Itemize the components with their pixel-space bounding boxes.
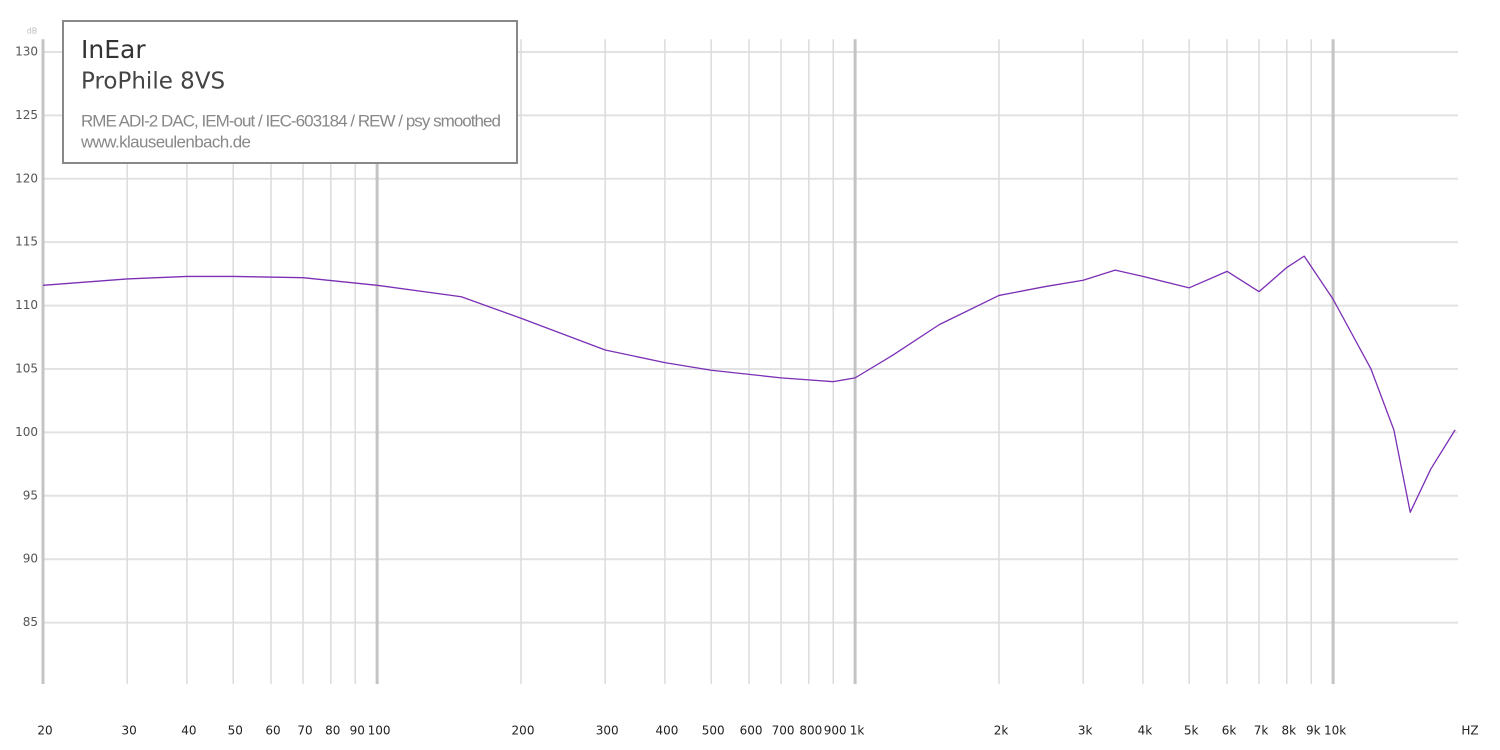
- y-tick-label: 125: [15, 108, 38, 122]
- x-tick-label: 10k: [1324, 724, 1346, 738]
- x-tick-label: 4k: [1138, 724, 1153, 738]
- x-tick-label: 700: [772, 724, 795, 738]
- x-tick-label: 500: [702, 724, 725, 738]
- x-tick-label: 30: [122, 724, 137, 738]
- x-tick-label: 60: [265, 724, 280, 738]
- chart-subtitle: ProPhile 8VS: [81, 69, 225, 95]
- x-tick-label: 6k: [1222, 724, 1237, 738]
- x-tick-label: 3k: [1078, 724, 1093, 738]
- x-axis-label: HZ: [1461, 724, 1478, 738]
- x-tick-label: 100: [368, 724, 391, 738]
- y-tick-label: 90: [23, 552, 38, 566]
- y-tick-label: 115: [15, 235, 38, 249]
- x-tick-label: 80: [325, 724, 340, 738]
- legend-box: [62, 20, 518, 164]
- x-tick-label: 800: [799, 724, 822, 738]
- x-tick-label: 90: [350, 724, 365, 738]
- y-tick-label: 120: [15, 171, 38, 185]
- y-tick-label: 130: [15, 44, 38, 58]
- x-tick-label: 50: [228, 724, 243, 738]
- plot: [42, 255, 1456, 513]
- chart-title: InEar: [81, 35, 146, 64]
- annotation: RME ADI-2 DAC, IEM-out / IEC-603184 / RE…: [81, 111, 501, 130]
- x-tick-label: 200: [512, 724, 535, 738]
- x-tick-label: 9k: [1306, 724, 1321, 738]
- annotation: www.klauseulenbach.de: [80, 132, 251, 151]
- x-tick-label: 5k: [1184, 724, 1199, 738]
- x-tick-label: 600: [740, 724, 763, 738]
- x-tick-label: 300: [596, 724, 619, 738]
- y-tick-label: 105: [15, 361, 38, 375]
- x-tick-label: 70: [297, 724, 312, 738]
- y-tick-label: 95: [23, 488, 38, 502]
- y-tick-label: 110: [15, 298, 38, 312]
- x-tick-label: 400: [655, 724, 678, 738]
- x-tick-label: 20: [37, 724, 52, 738]
- x-tick-label: 1k: [850, 724, 865, 738]
- y-axis-label: dB: [27, 27, 38, 36]
- x-tick-label: 40: [181, 724, 196, 738]
- x-tick-label: 7k: [1254, 724, 1269, 738]
- series-line: [42, 255, 1456, 513]
- x-tick-label: 2k: [994, 724, 1009, 738]
- x-tick-label: 8k: [1281, 724, 1296, 738]
- x-tick-label: 900: [824, 724, 847, 738]
- y-tick-label: 85: [23, 615, 38, 629]
- y-tick-label: 100: [15, 425, 38, 439]
